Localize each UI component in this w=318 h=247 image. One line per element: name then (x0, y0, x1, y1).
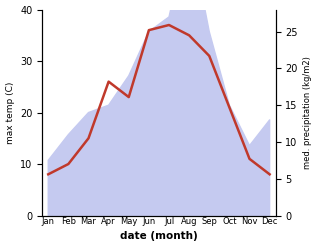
X-axis label: date (month): date (month) (120, 231, 198, 242)
Y-axis label: max temp (C): max temp (C) (5, 81, 15, 144)
Y-axis label: med. precipitation (kg/m2): med. precipitation (kg/m2) (303, 56, 313, 169)
